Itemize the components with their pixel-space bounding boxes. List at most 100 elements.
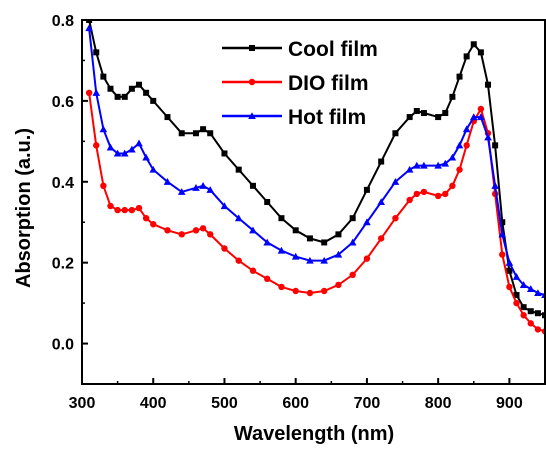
data-point [506,267,513,274]
data-point [456,73,463,80]
data-point [320,287,328,295]
data-point [121,206,128,214]
data-point [378,158,385,165]
series-line [88,27,545,296]
data-point [463,142,470,149]
data-point [120,149,129,157]
data-point [406,196,413,204]
data-point [277,246,286,254]
data-point [207,130,214,137]
data-point [150,97,157,104]
data-point [249,182,256,189]
data-point [512,273,521,280]
data-point [93,142,100,149]
data-point [99,125,108,133]
legend-label: DIO film [288,72,369,95]
data-point [434,161,442,169]
y-tick-label: 0.8 [52,13,74,30]
data-point [413,190,420,198]
plot-frame [81,19,546,385]
data-point [520,312,527,319]
data-point [491,182,499,189]
data-point [499,219,506,226]
data-point [513,299,520,307]
data-point [114,206,121,214]
data-point [412,161,421,169]
data-point [264,199,271,205]
data-point [413,108,420,114]
data-point [107,202,114,210]
data-point [291,252,300,260]
data-point [470,41,477,48]
data-point [420,188,428,196]
data-point [149,165,158,173]
x-tick-label: 400 [140,395,167,412]
data-point [526,285,535,292]
data-point [114,93,121,100]
y-tick-label: 0.6 [52,94,74,111]
plot-border [81,19,546,385]
axis-ticks: 300 400 500 600 700 800 900 0.0 0.2 0.4 0.6 0.8 [52,13,523,412]
data-point [143,89,150,96]
data-point [92,89,101,96]
data-point [498,230,507,238]
data-point [142,153,150,161]
data-point [199,225,207,232]
data-point [220,202,229,210]
data-point [463,53,470,60]
y-axis-title: Absorption (a.u.) [13,128,35,288]
series-cool-film [86,20,545,319]
data-point [485,81,492,88]
x-tick-label: 300 [69,395,96,412]
data-point [391,177,400,185]
data-point [335,281,342,289]
legend-item: Hot film [222,106,366,129]
data-point [506,283,513,291]
data-point [150,221,157,228]
data-point [349,215,356,222]
data-point [477,113,485,121]
data-point [363,255,371,262]
data-point [420,110,427,117]
data-point [513,292,520,299]
data-point [448,153,457,161]
legend-marker [248,78,256,86]
data-point [321,239,328,246]
y-tick-label: 0.0 [52,337,74,354]
data-point [527,308,534,315]
data-point [477,105,485,113]
data-point [456,166,463,173]
x-tick-label: 700 [354,395,381,412]
data-point [520,304,527,311]
data-point [335,231,342,238]
data-point [192,227,200,234]
data-point [392,130,399,137]
data-point [527,320,534,327]
data-point [164,227,171,234]
legend-label: Hot film [288,106,366,129]
data-point [135,204,143,212]
x-tick-label: 600 [282,395,309,412]
data-point [278,283,285,291]
data-point [121,93,128,100]
data-point [363,218,371,226]
data-point [192,130,199,137]
data-point [263,238,271,246]
data-point [106,143,115,151]
legend-label: Cool film [288,38,378,61]
data-point [235,166,242,173]
series-layer [85,20,545,335]
x-axis-title: Wavelength (nm) [234,423,394,445]
data-point [142,214,150,222]
data-point [434,192,442,200]
data-point [249,226,257,234]
data-point [292,287,299,295]
data-point [221,150,228,157]
data-point [469,113,478,121]
data-point [164,114,171,121]
data-point [442,190,449,198]
data-point [234,214,243,222]
data-point [334,250,343,258]
data-point [100,182,107,190]
data-point [128,85,135,92]
